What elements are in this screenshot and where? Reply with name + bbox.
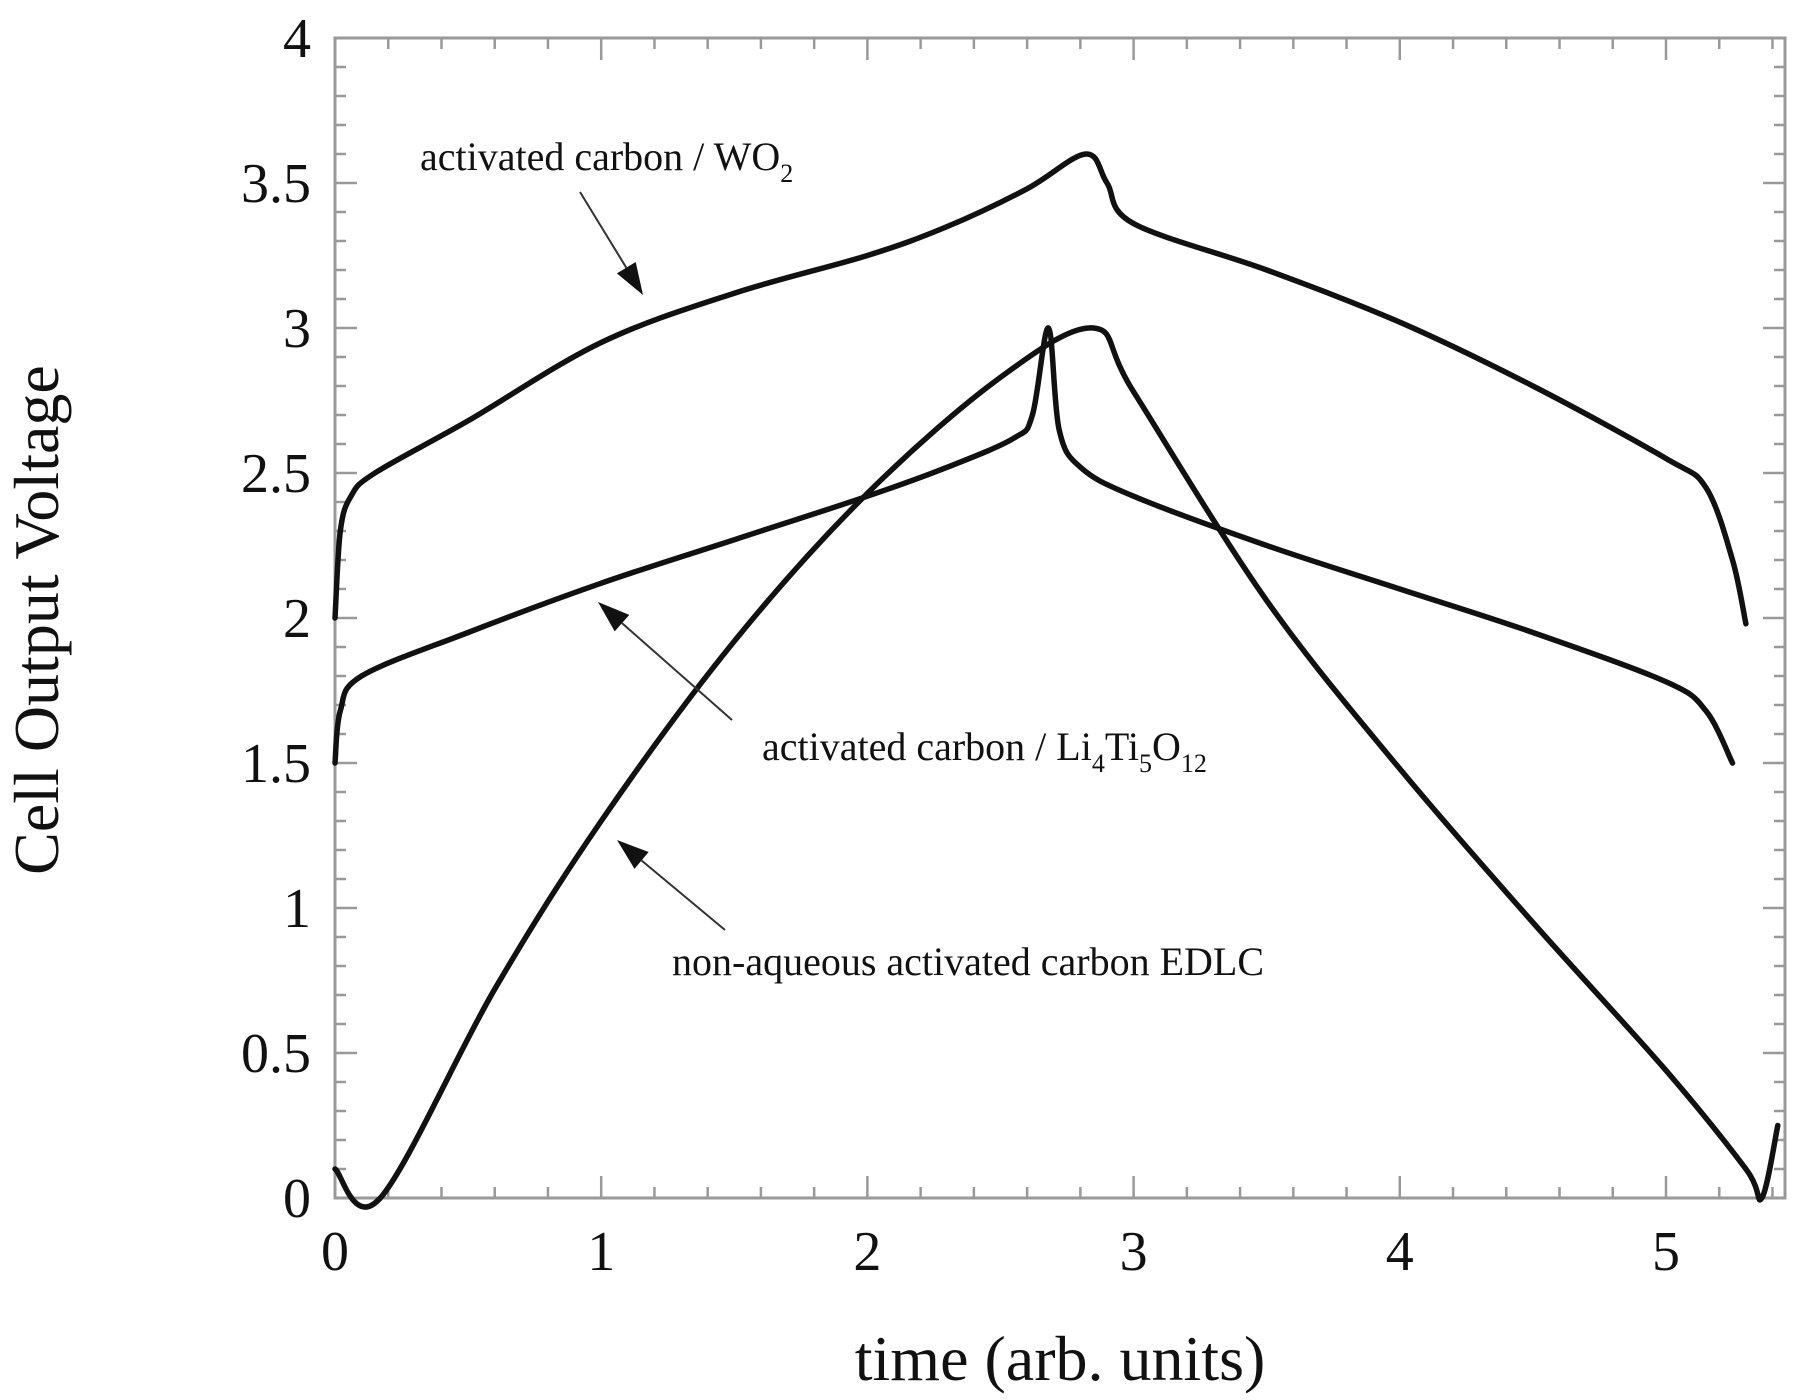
arrow-edlc-head [617,840,649,869]
y-axis-title: Cell Output Voltage [1,365,72,875]
y-tick-label: 2 [283,588,311,650]
x-tick-label: 5 [1652,1221,1680,1283]
arrow-wo2-head [616,262,643,295]
y-tick-label: 4 [283,8,311,70]
series-lto-line [332,325,1736,766]
y-tick-label: 0 [283,1168,311,1230]
arrow-lto [598,602,733,721]
y-tick-label: 3.5 [241,153,311,215]
annotation-wo2-sub: 2 [780,159,793,188]
annotation-lto: activated carbon / Li4Ti5O12 [762,724,1207,778]
annotation-lto-text: activated carbon / Li [762,724,1092,769]
axis-ticks [333,36,1785,1200]
arrow-wo2 [579,191,643,295]
x-axis-title: time (arb. units) [855,1323,1266,1394]
x-tick-label: 1 [587,1221,615,1283]
series-group [332,151,1781,1210]
arrow-edlc-shaft [640,859,726,931]
y-tick-label: 1.5 [241,733,311,795]
tick-labels: 0 1 2 3 4 500.511.522.533.54 [241,8,1680,1283]
arrow-lto-shaft [621,622,733,721]
series-edlc-line [332,325,1781,1210]
x-tick-label: 3 [1120,1221,1148,1283]
x-tick-label: 2 [853,1221,881,1283]
annotation-lto-sub2: 5 [1139,749,1152,778]
series-wo2-line [332,151,1749,627]
y-tick-label: 3 [283,298,311,360]
arrow-edlc [617,840,726,931]
y-tick-label: 2.5 [241,443,311,505]
x-tick-label: 0 [321,1221,349,1283]
arrow-lto-head [598,602,630,632]
arrow-wo2-shaft [579,191,628,269]
annotation-arrows [579,191,733,931]
y-tick-label: 0.5 [241,1023,311,1085]
annotation-wo2: activated carbon / WO2 [420,134,793,188]
annotation-lto-mid2: O [1152,724,1181,769]
annotation-lto-mid1: Ti [1105,724,1139,769]
annotation-edlc: non-aqueous activated carbon EDLC [672,939,1264,984]
annotation-lto-sub3: 12 [1181,749,1207,778]
annotation-lto-sub1: 4 [1092,749,1105,778]
plot-frame [333,36,1787,1200]
annotation-wo2-text: activated carbon / WO [420,134,780,179]
y-tick-label: 1 [283,878,311,940]
x-tick-label: 4 [1386,1221,1414,1283]
